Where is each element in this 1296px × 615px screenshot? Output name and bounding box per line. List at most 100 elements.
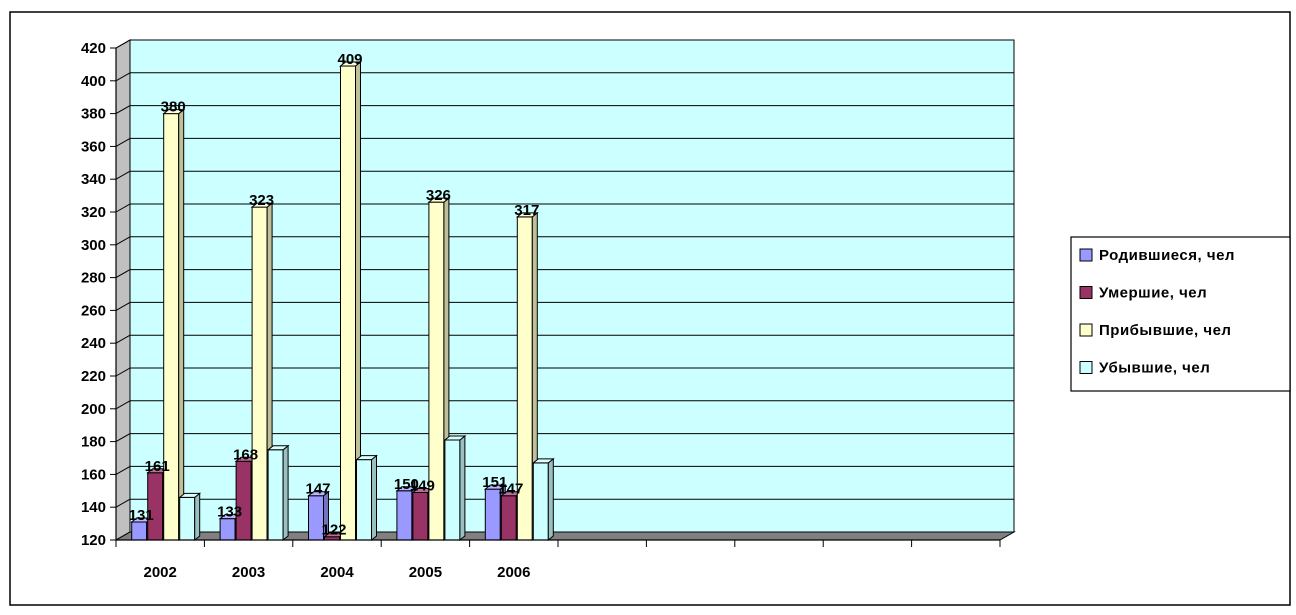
y-tick-label: 320 bbox=[81, 204, 106, 221]
data-label: 122 bbox=[321, 522, 346, 539]
bar-front bbox=[444, 439, 461, 541]
data-label: 131 bbox=[129, 507, 154, 524]
bar bbox=[162, 108, 186, 542]
bar-side bbox=[194, 492, 201, 542]
data-label: 150 bbox=[394, 476, 419, 493]
gridline-side bbox=[115, 433, 131, 443]
bar-front bbox=[179, 496, 196, 541]
gridline-side bbox=[115, 72, 131, 82]
bar-top bbox=[395, 486, 419, 492]
bar-top bbox=[531, 458, 555, 464]
bar-front bbox=[500, 495, 517, 541]
gridline-side bbox=[115, 236, 131, 246]
y-tick-label: 420 bbox=[81, 40, 106, 57]
y-tick-label: 240 bbox=[81, 335, 106, 352]
legend-label: Прибывшие, чел bbox=[1099, 322, 1231, 339]
x-tick-label: 2006 bbox=[497, 564, 530, 581]
bar-top bbox=[515, 212, 539, 218]
data-label: 168 bbox=[233, 446, 258, 463]
gridline-side bbox=[115, 301, 131, 311]
legend-swatch bbox=[1079, 286, 1093, 299]
bar bbox=[515, 211, 539, 542]
bar-front bbox=[356, 459, 372, 541]
bar-top bbox=[178, 492, 202, 498]
legend-swatch bbox=[1079, 361, 1093, 374]
gridline-side bbox=[115, 170, 131, 180]
y-tick-label: 280 bbox=[81, 270, 106, 287]
y-tick-label: 180 bbox=[81, 434, 106, 451]
bar bbox=[531, 457, 555, 542]
x-tick-label: 2003 bbox=[232, 564, 265, 581]
gridline-side bbox=[115, 400, 131, 410]
data-label: 147 bbox=[305, 481, 330, 498]
data-labels: 1311613801331683231471224091501493261511… bbox=[129, 51, 540, 539]
bar-top bbox=[250, 202, 274, 208]
gridline-side bbox=[115, 367, 131, 377]
data-label: 409 bbox=[337, 51, 362, 68]
legend-label: Убывшие, чел bbox=[1099, 360, 1210, 377]
bar bbox=[178, 492, 202, 542]
y-tick-label: 160 bbox=[81, 466, 106, 483]
y-tick-label: 300 bbox=[81, 237, 106, 254]
bar-front bbox=[235, 460, 252, 541]
data-label: 151 bbox=[482, 474, 507, 491]
y-tick-label: 120 bbox=[81, 532, 106, 549]
bar-top bbox=[339, 61, 362, 67]
x-tick-label: 2004 bbox=[320, 564, 354, 581]
legend-box bbox=[1070, 236, 1291, 392]
x-tick-label: 2002 bbox=[144, 564, 177, 581]
bar-top bbox=[162, 109, 186, 115]
bar-front bbox=[532, 462, 549, 541]
data-label: 323 bbox=[249, 192, 274, 209]
legend-label: Родившиеся, чел bbox=[1099, 247, 1235, 264]
bar bbox=[355, 454, 378, 542]
gridline-side bbox=[115, 39, 131, 49]
bar-front bbox=[396, 490, 413, 541]
bar-side bbox=[178, 108, 185, 542]
data-label: 380 bbox=[161, 99, 186, 116]
data-label: 133 bbox=[217, 504, 242, 521]
y-tick-label: 380 bbox=[81, 106, 106, 123]
y-tick-label: 340 bbox=[81, 171, 106, 188]
gridline-side bbox=[115, 269, 131, 279]
data-label: 161 bbox=[145, 458, 170, 475]
gridline-side bbox=[115, 465, 131, 475]
bar-front bbox=[340, 65, 356, 541]
gridline-side bbox=[115, 105, 131, 115]
bar-side bbox=[282, 444, 289, 542]
x-tick-label: 2005 bbox=[409, 564, 442, 581]
y-tick-label: 140 bbox=[81, 499, 106, 516]
data-label: 326 bbox=[426, 187, 451, 204]
y-tick-label: 360 bbox=[81, 138, 106, 155]
bar-front bbox=[219, 518, 236, 541]
bar-top bbox=[266, 445, 290, 451]
bar-side bbox=[459, 434, 466, 542]
bar-front bbox=[251, 206, 268, 541]
bar-front bbox=[131, 521, 148, 541]
gridline-side bbox=[115, 498, 131, 508]
bars bbox=[130, 60, 555, 542]
bar-side bbox=[371, 454, 377, 542]
plot-side-wall bbox=[115, 39, 131, 541]
bar-top bbox=[443, 435, 467, 441]
bar-top bbox=[427, 197, 451, 203]
legend-swatch bbox=[1079, 248, 1093, 262]
bar-top bbox=[355, 455, 378, 461]
data-label: 317 bbox=[514, 202, 539, 219]
bar-front bbox=[412, 491, 429, 541]
bar-top bbox=[483, 484, 507, 490]
bar-front bbox=[267, 449, 284, 541]
bar bbox=[443, 434, 467, 542]
legend-label: Умершие, чел bbox=[1099, 285, 1207, 302]
y-tick-label: 400 bbox=[81, 73, 106, 90]
bar-side bbox=[547, 457, 554, 542]
y-tick-label: 200 bbox=[81, 401, 106, 418]
data-label: 147 bbox=[498, 481, 523, 498]
gridline-side bbox=[115, 203, 131, 213]
bar bbox=[266, 444, 290, 542]
y-tick-label: 260 bbox=[81, 302, 106, 319]
y-tick-label: 220 bbox=[81, 368, 106, 385]
gridline-side bbox=[115, 334, 131, 344]
